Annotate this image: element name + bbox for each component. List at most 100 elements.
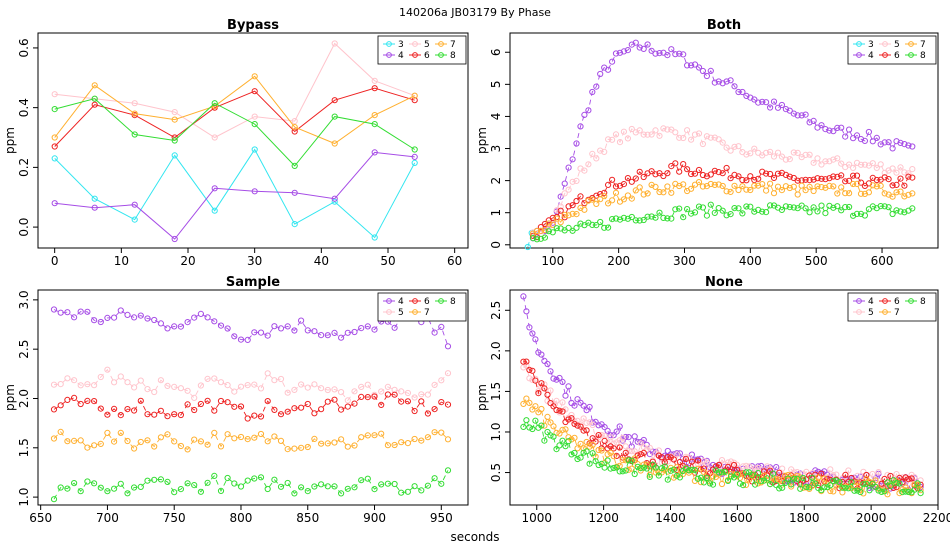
data-point xyxy=(104,488,111,495)
data-point xyxy=(57,428,64,435)
data-point xyxy=(782,106,790,113)
data-point xyxy=(104,411,111,418)
data-point xyxy=(707,134,714,141)
data-point xyxy=(747,150,754,157)
data-point xyxy=(881,203,888,210)
data-point xyxy=(613,452,620,459)
data-point xyxy=(51,106,58,113)
data-point xyxy=(901,193,908,200)
legend-entry-5: 5 xyxy=(879,40,900,50)
data-point xyxy=(547,419,554,426)
legend-entry-7: 7 xyxy=(879,308,900,318)
legend-box xyxy=(847,35,937,65)
data-point xyxy=(834,155,841,162)
data-point xyxy=(794,112,801,119)
data-point xyxy=(204,441,211,448)
data-point xyxy=(177,442,184,450)
data-point xyxy=(640,131,647,138)
data-point xyxy=(723,212,730,219)
data-point xyxy=(358,383,365,390)
data-point xyxy=(424,410,431,417)
data-point xyxy=(553,207,560,214)
data-point xyxy=(747,186,754,194)
data-point xyxy=(628,195,635,202)
data-point xyxy=(810,117,817,125)
data-point xyxy=(830,183,837,190)
data-point xyxy=(735,143,742,150)
data-point xyxy=(553,215,560,222)
data-point xyxy=(624,192,632,199)
data-point xyxy=(889,193,896,200)
data-point xyxy=(171,438,178,445)
data-point xyxy=(592,458,599,465)
data-point xyxy=(593,83,600,90)
x-tick-label: 60 xyxy=(447,254,462,268)
data-point xyxy=(573,177,580,184)
legend-entry-7: 7 xyxy=(905,40,926,50)
data-point xyxy=(703,72,711,80)
y-tick-label: 2.0 xyxy=(17,389,31,408)
data-point xyxy=(71,437,78,444)
data-point xyxy=(628,465,635,472)
data-point xyxy=(872,483,879,490)
data-point xyxy=(845,467,852,474)
data-point xyxy=(291,327,298,334)
data-point xyxy=(97,318,104,326)
data-point xyxy=(853,132,861,139)
data-point xyxy=(211,207,218,214)
data-point xyxy=(124,379,131,386)
data-point xyxy=(628,448,635,455)
data-point xyxy=(660,125,667,132)
data-point xyxy=(50,435,58,442)
data-point xyxy=(691,467,699,474)
data-point xyxy=(842,471,849,478)
data-point xyxy=(538,351,545,358)
data-point xyxy=(581,111,588,119)
data-point xyxy=(636,44,643,51)
y-tick-label: 2.5 xyxy=(17,340,31,359)
data-point xyxy=(550,375,557,382)
data-point xyxy=(257,430,265,438)
legend-marker xyxy=(386,298,392,304)
data-point xyxy=(217,487,225,494)
data-point xyxy=(727,473,735,480)
data-point xyxy=(619,434,626,441)
data-point xyxy=(786,173,793,180)
data-point xyxy=(857,486,864,493)
data-point xyxy=(157,377,164,384)
legend-marker xyxy=(882,298,888,304)
legend-label: 6 xyxy=(894,297,900,307)
data-point xyxy=(826,175,833,182)
data-point xyxy=(577,220,584,227)
data-point xyxy=(541,234,549,241)
data-point xyxy=(231,388,238,395)
data-point xyxy=(782,479,789,487)
data-point xyxy=(893,471,900,478)
data-point xyxy=(827,466,834,473)
data-point xyxy=(398,388,405,395)
data-point xyxy=(727,458,735,465)
data-point xyxy=(624,135,632,142)
data-point xyxy=(523,417,530,424)
data-point xyxy=(151,316,158,324)
data-point xyxy=(735,173,742,180)
data-point xyxy=(711,79,718,86)
data-point xyxy=(371,486,378,493)
series-4 xyxy=(51,149,418,243)
data-point xyxy=(431,329,438,336)
data-point xyxy=(574,396,581,403)
legend-entry-4: 4 xyxy=(383,51,404,61)
data-point xyxy=(64,485,71,492)
data-point xyxy=(124,437,131,445)
data-point xyxy=(151,411,158,418)
data-point xyxy=(164,413,171,420)
data-point xyxy=(751,145,758,152)
data-point xyxy=(727,175,734,182)
data-point xyxy=(568,415,575,422)
data-point xyxy=(559,399,566,406)
data-point xyxy=(565,416,572,423)
data-point xyxy=(144,386,151,393)
data-point xyxy=(688,170,695,178)
data-point xyxy=(803,468,810,475)
